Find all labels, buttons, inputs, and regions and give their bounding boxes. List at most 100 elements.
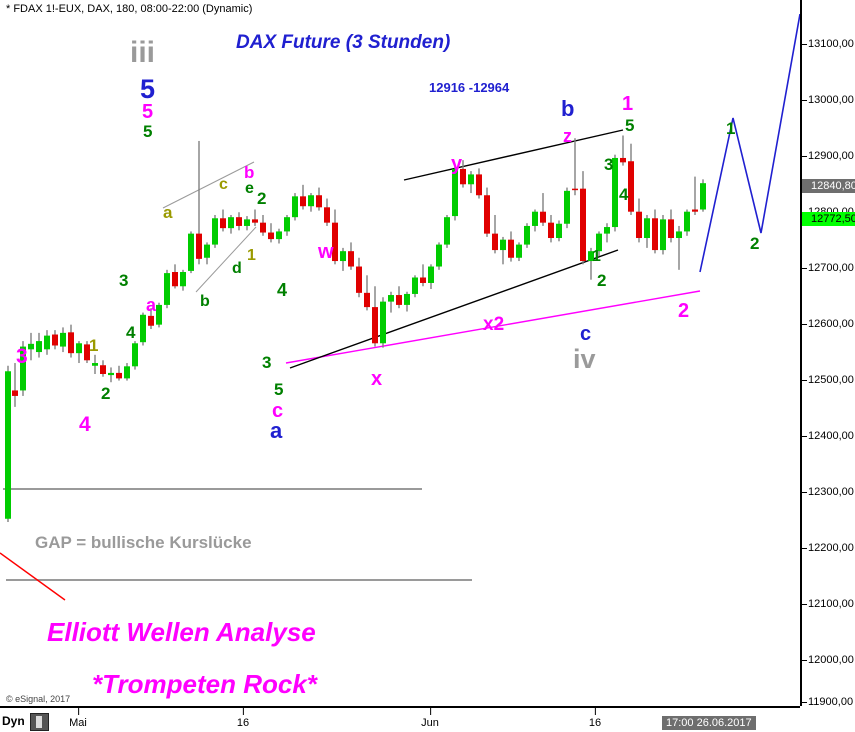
candle-body [236,217,242,226]
tick-dash [802,659,807,661]
tick-dash [802,491,807,493]
candle-body [316,195,322,208]
tick-bar [243,708,244,715]
dyn-label[interactable]: Dyn [2,714,25,728]
candle-body [5,371,11,519]
candle-body [308,195,314,207]
time-tick: Jun [421,708,439,729]
candle-body [228,217,234,229]
tick-bar [77,708,79,715]
forecast-polyline[interactable] [699,14,800,273]
tick-dash [802,547,807,549]
price-tick-label: 12900,00 [808,150,854,162]
candle-body [124,366,130,379]
trendlines [0,129,701,601]
candle-body [180,272,186,287]
tick-dash [802,99,807,101]
trendline-black-channel-upper[interactable] [403,129,624,181]
price-chart-svg[interactable] [0,14,800,704]
tick-dash [802,603,807,605]
trendline-pink-support[interactable] [285,290,701,364]
signature-line-2: *Trompeten Rock* [92,669,317,699]
candle-body [108,372,114,376]
candle-body [20,346,26,391]
candle-body [172,272,178,287]
candle-body [460,168,466,185]
candle-body [132,343,138,367]
candle-body [412,277,418,294]
trendline-red-diagonal[interactable] [0,552,66,601]
candle-body [540,211,546,223]
candle-body [148,315,154,326]
candle-body [420,277,426,283]
tick-bar [430,708,431,715]
candle-body [268,232,274,240]
candle-body [668,219,674,239]
candle-body [548,222,554,239]
candle-body [140,314,146,343]
candle-body [508,239,514,258]
candle-body [116,372,122,379]
candle-body [596,233,602,252]
candle-body [524,225,530,245]
candle-body [164,273,170,305]
price-tick-label: 13000,00 [808,94,854,106]
candle-body [620,157,626,163]
candle-body [404,293,410,305]
candle-body [564,190,570,224]
trendline-grey-abc-lower[interactable] [195,226,257,293]
candle-body [76,343,82,354]
chart-plot-area[interactable] [0,14,800,704]
candle-body [380,301,386,344]
trendline-black-channel-lower[interactable] [289,249,619,369]
candle-body [588,251,594,262]
candle-body [100,365,106,374]
candle-body [196,233,202,259]
price-tick-label: 12600,00 [808,318,854,330]
price-tick: 11900,00 [802,696,853,708]
symbol-header: * FDAX 1!-EUX, DAX, 180, 08:00-22:00 (Dy… [6,3,253,15]
candle-body [436,244,442,267]
candle-body [36,341,42,353]
candle-body [60,332,66,347]
candle-body [340,251,346,262]
signature-line-1: Elliott Wellen Analyse [47,617,316,647]
gap-reference-lines [3,488,472,581]
candle-body [28,343,34,350]
candle-body [92,363,98,366]
candle-body [444,217,450,245]
candle-body [220,218,226,229]
forecast-projection-path [699,14,800,273]
candle-body [252,219,258,223]
price-tick: 13000,00 [802,94,854,106]
gap-note-label: GAP = bullische Kurslücke [35,533,252,552]
candle-body [628,161,634,212]
candle-body [364,292,370,308]
tick-dash [802,323,807,325]
tick-dash [802,701,807,703]
candle-body [276,231,282,240]
candle-body [612,157,618,228]
candle-body [212,218,218,245]
chart-title: DAX Future (3 Stunden) [236,32,451,53]
candle-body [396,295,402,305]
candle-body [52,334,58,346]
trendline-grey-abc-upper[interactable] [162,161,255,209]
price-axis[interactable]: 13100,0013000,0012900,0012800,0012700,00… [800,0,855,708]
price-tick: 12100,00 [802,598,854,610]
candle-body [644,218,650,239]
price-tick: 12200,00 [802,542,854,554]
candle-body [292,196,298,218]
candle-body [324,207,330,223]
time-axis[interactable]: Dyn Mai 16 Jun 16 17:00 26.06.2017 [0,706,800,732]
time-tick-label: Jun [421,717,439,729]
candle-body [356,266,362,293]
candle-body [44,335,50,350]
candle-body [332,222,338,262]
price-tick-label: 12400,00 [808,430,854,442]
time-tick: 16 [237,708,249,729]
dyn-icon[interactable] [30,713,49,731]
candle-body [84,344,90,361]
candle-body [188,233,194,271]
